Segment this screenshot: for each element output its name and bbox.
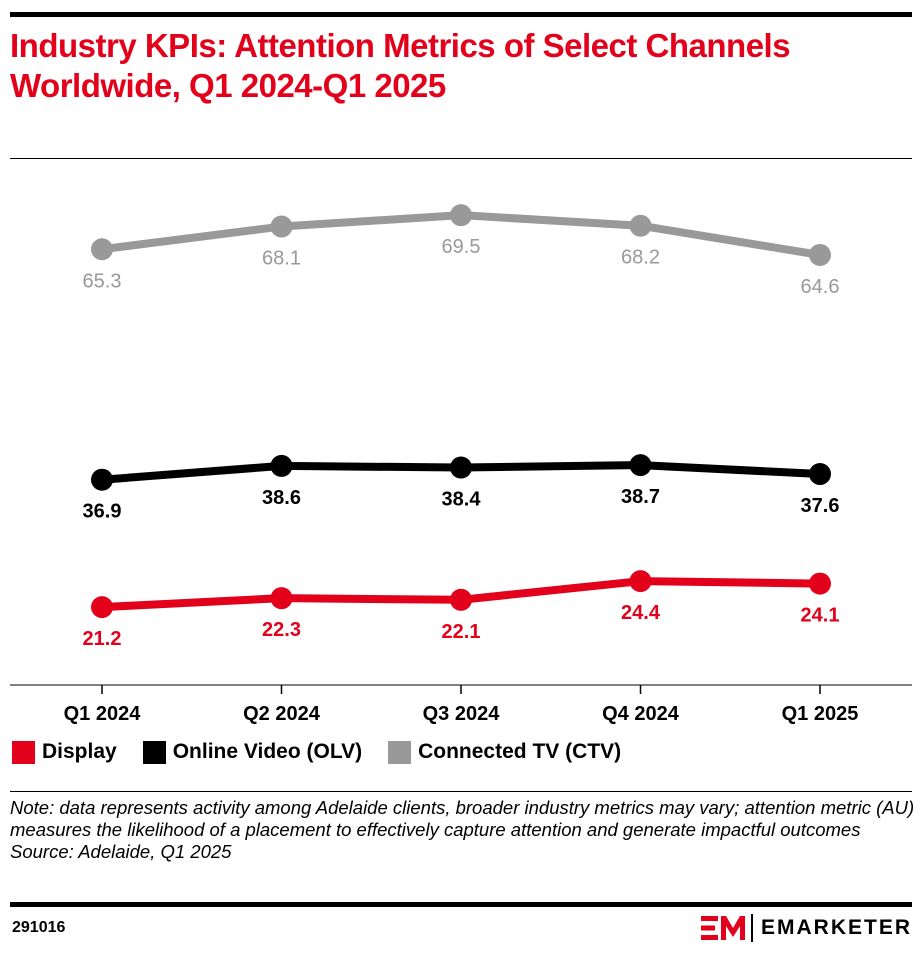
x-tick-label: Q2 2024 [243, 703, 321, 725]
data-label: 38.7 [621, 486, 660, 508]
x-tick-label: Q1 2025 [782, 703, 859, 725]
data-label: 22.3 [262, 619, 301, 641]
note-text: Note: data represents activity among Ade… [10, 797, 915, 840]
legend-label: Connected TV (CTV) [418, 740, 622, 763]
data-point [450, 204, 472, 227]
legend-swatch [388, 740, 412, 764]
data-point [270, 215, 293, 238]
source-text: Source: Adelaide, Q1 2025 [10, 841, 232, 862]
notes-rule [10, 791, 912, 792]
x-tick-label: Q1 2024 [64, 703, 142, 725]
legend-item: Online Video (OLV) [142, 740, 363, 764]
data-point [91, 596, 113, 619]
legend-item: Display [12, 740, 117, 764]
chart-id: 291016 [12, 919, 66, 936]
data-point [270, 454, 293, 477]
data-point [91, 468, 113, 491]
chart-legend: Display Online Video (OLV) Connected TV (C… [12, 740, 647, 764]
data-point [809, 572, 831, 595]
data-label: 68.1 [262, 248, 301, 270]
brand-name: EMARKETER [760, 916, 912, 939]
logo-shape [700, 925, 715, 931]
logo-shape [720, 916, 745, 940]
data-point [270, 587, 293, 610]
data-label: 24.4 [621, 602, 661, 624]
data-label: 68.2 [621, 247, 660, 269]
x-tick-label: Q3 2024 [423, 703, 501, 725]
brand-logo: EMARKETER [700, 913, 912, 943]
data-label: 69.5 [442, 236, 481, 258]
legend-item: Connected TV (CTV) [388, 740, 621, 764]
data-point [629, 570, 652, 593]
data-label: 36.9 [83, 501, 122, 523]
data-label: 64.6 [801, 276, 840, 298]
data-point [91, 238, 113, 261]
data-point [809, 463, 831, 486]
logo-shape [700, 916, 718, 921]
data-point [629, 454, 652, 477]
title-rule [10, 158, 912, 159]
emarketer-logo-icon [700, 916, 745, 940]
data-label: 24.1 [801, 605, 840, 627]
data-point [809, 243, 831, 266]
top-rule [10, 12, 912, 17]
legend-swatch [12, 740, 35, 764]
data-label: 65.3 [83, 270, 122, 292]
data-label: 37.6 [801, 495, 840, 517]
data-label: 22.1 [442, 621, 481, 643]
legend-label: Display [42, 740, 117, 763]
chart-title: Industry KPIs: Attention Metrics of Sele… [10, 27, 791, 104]
chart-notes: Note: data represents activity among Ade… [10, 797, 915, 863]
legend-swatch [142, 740, 166, 764]
x-tick-label: Q4 2024 [602, 703, 680, 725]
bottom-rule [10, 902, 912, 907]
logo-shape [700, 935, 718, 940]
brand-separator [750, 914, 753, 942]
data-label: 21.2 [83, 628, 122, 650]
data-point [629, 214, 652, 237]
line-chart: Q1 2024 Q2 2024 Q3 2024 Q4 2024 Q1 2025 21.2 2… [10, 204, 912, 725]
data-point [450, 456, 472, 479]
data-label: 38.4 [442, 489, 482, 511]
data-label: 38.6 [262, 487, 301, 509]
data-point [450, 588, 472, 611]
legend-label: Online Video (OLV) [172, 740, 363, 763]
